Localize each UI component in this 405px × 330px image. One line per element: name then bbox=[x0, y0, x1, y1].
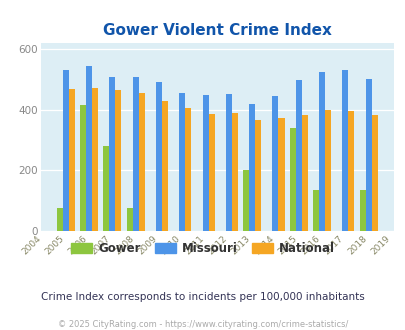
Bar bbox=[62, 70, 68, 231]
Text: Crime Index corresponds to incidents per 100,000 inhabitants: Crime Index corresponds to incidents per… bbox=[41, 292, 364, 302]
Bar bbox=[68, 89, 75, 231]
Bar bbox=[341, 70, 347, 231]
Title: Gower Violent Crime Index: Gower Violent Crime Index bbox=[102, 22, 331, 38]
Bar bbox=[208, 114, 214, 231]
Bar bbox=[162, 101, 168, 231]
Legend: Gower, Missouri, National: Gower, Missouri, National bbox=[66, 237, 339, 260]
Bar bbox=[295, 80, 301, 231]
Bar bbox=[324, 110, 330, 231]
Bar bbox=[278, 117, 284, 231]
Bar bbox=[132, 77, 139, 231]
Bar bbox=[139, 93, 145, 231]
Bar bbox=[185, 108, 191, 231]
Bar bbox=[255, 120, 260, 231]
Bar bbox=[359, 190, 365, 231]
Bar bbox=[86, 66, 92, 231]
Bar bbox=[289, 128, 295, 231]
Bar bbox=[243, 170, 249, 231]
Bar bbox=[126, 208, 132, 231]
Bar bbox=[365, 79, 371, 231]
Bar bbox=[249, 104, 255, 231]
Bar bbox=[312, 190, 318, 231]
Bar bbox=[371, 115, 377, 231]
Bar bbox=[156, 82, 162, 231]
Bar bbox=[92, 88, 98, 231]
Bar bbox=[109, 77, 115, 231]
Bar bbox=[347, 111, 354, 231]
Bar bbox=[272, 96, 278, 231]
Bar bbox=[202, 95, 208, 231]
Bar bbox=[225, 94, 231, 231]
Bar bbox=[318, 72, 324, 231]
Bar bbox=[231, 113, 237, 231]
Bar bbox=[115, 90, 121, 231]
Bar bbox=[103, 146, 109, 231]
Bar bbox=[80, 105, 86, 231]
Bar bbox=[179, 93, 185, 231]
Bar bbox=[57, 208, 62, 231]
Bar bbox=[301, 115, 307, 231]
Text: © 2025 CityRating.com - https://www.cityrating.com/crime-statistics/: © 2025 CityRating.com - https://www.city… bbox=[58, 320, 347, 329]
